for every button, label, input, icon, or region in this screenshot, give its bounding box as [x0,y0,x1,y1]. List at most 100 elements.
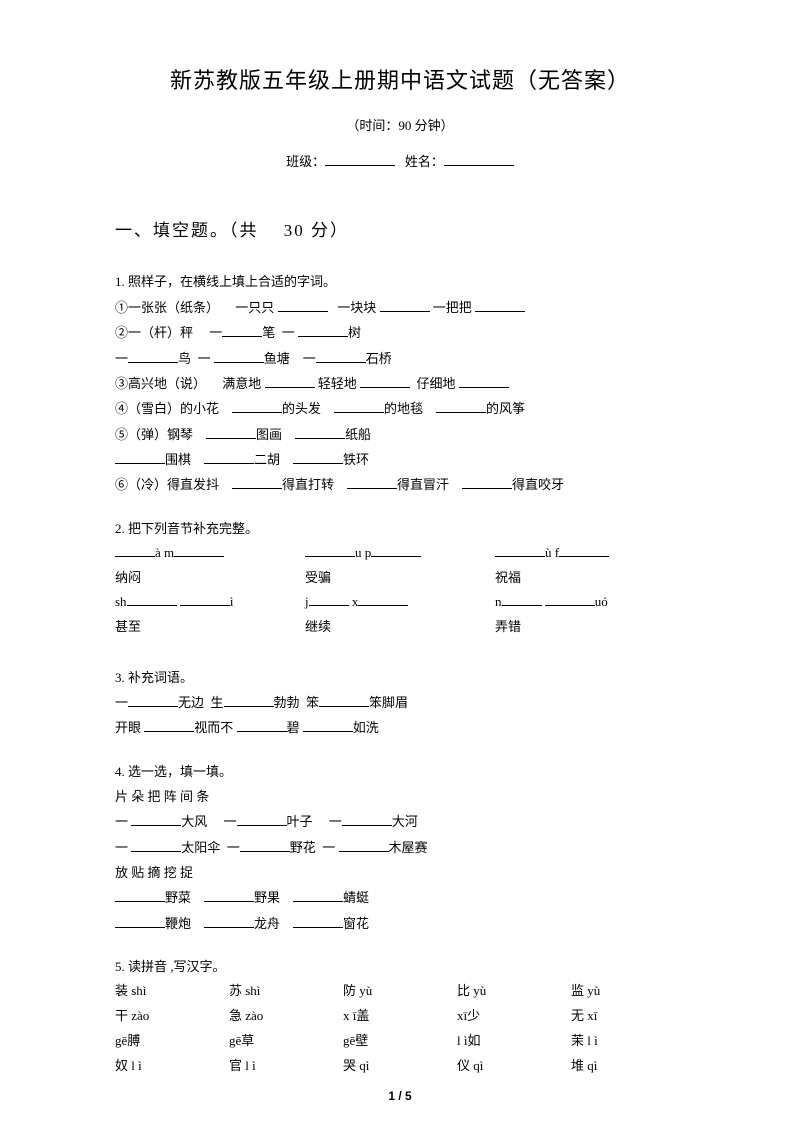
q4-l5a: 野菜 [165,890,204,905]
q2-r4c2: 继续 [305,615,495,640]
blank[interactable] [305,541,355,557]
q1-l5b: 的头发 [282,401,334,416]
blank[interactable] [174,541,224,557]
q1-l7c: 铁环 [343,452,369,467]
blank[interactable] [545,590,595,606]
q1-l7a: 围棋 [165,452,204,467]
q1-l5a: ④（雪白）的小花 [115,401,232,416]
blank[interactable] [303,716,353,732]
blank[interactable] [475,296,525,312]
q3-title: 3. 补充词语。 [115,665,685,690]
q1-l6c: 纸船 [345,427,371,442]
blank[interactable] [131,810,181,826]
q1-l2b: 笔 一 [262,325,295,340]
blank[interactable] [319,691,369,707]
blank[interactable] [293,448,343,464]
question-3: 3. 补充词语。 一无边 生勃勃 笨笨脚眉 开眼 视而不 碧 如洗 [115,665,685,741]
q2-r1c3: ù f [545,545,559,560]
q5-r2c1: 干 zào [115,1004,229,1029]
blank[interactable] [495,541,545,557]
page-number: 1 / 5 [0,1085,800,1108]
blank[interactable] [127,590,177,606]
q1-l4c: 仔细地 [417,376,456,391]
blank[interactable] [128,347,178,363]
blank[interactable] [237,810,287,826]
blank[interactable] [360,372,410,388]
blank[interactable] [316,347,366,363]
blank[interactable] [237,716,287,732]
q5-r4c2: 官 l ì [229,1054,343,1079]
q3-l2a: 开眼 [115,720,141,735]
blank[interactable] [295,423,345,439]
blank[interactable] [462,473,512,489]
blank[interactable] [115,886,165,902]
blank[interactable] [358,590,408,606]
q5-r1c4: 比 yù [457,979,571,1004]
blank[interactable] [232,473,282,489]
q5-r3c4: l ì如 [457,1029,571,1054]
blank[interactable] [293,886,343,902]
q1-l6b: 图画 [256,427,295,442]
q5-r4c3: 哭 qì [343,1054,457,1079]
blank[interactable] [224,691,274,707]
blank[interactable] [342,810,392,826]
q2-r3c3b: uó [595,594,608,609]
blank[interactable] [131,836,181,852]
blank[interactable] [380,296,430,312]
q5-r4c4: 仪 qì [457,1054,571,1079]
q1-l8b: 得直打转 [282,477,347,492]
q1-l1a: ①一张张（纸条） 一只只 [115,300,274,315]
q2-title: 2. 把下列音节补充完整。 [115,516,685,541]
blank[interactable] [204,448,254,464]
q1-l3b: 鸟 一 [178,351,211,366]
q2-r2c1: 纳闷 [115,566,305,591]
blank[interactable] [204,886,254,902]
blank[interactable] [128,691,178,707]
blank[interactable] [115,448,165,464]
q5-r1c1: 装 shì [115,979,229,1004]
blank[interactable] [115,541,155,557]
blank[interactable] [240,836,290,852]
q4-l3a: 一 [115,840,128,855]
q1-l3c: 鱼塘 一 [264,351,316,366]
q5-r3c1: gē膊 [115,1029,229,1054]
blank[interactable] [144,716,194,732]
blank[interactable] [115,912,165,928]
blank[interactable] [298,321,348,337]
q1-l4a: ③高兴地（说） 满意地 [115,376,261,391]
blank[interactable] [309,590,349,606]
q1-l3d: 石桥 [366,351,392,366]
class-blank[interactable] [325,150,395,166]
blank[interactable] [222,321,262,337]
blank[interactable] [559,541,609,557]
q1-l8a: ⑥（冷）得直发抖 [115,477,232,492]
q4-l2d: 大河 [392,814,418,829]
document-subtitle: （时间：90 分钟） [115,114,685,139]
name-label: 姓名： [405,154,444,169]
blank[interactable] [265,372,315,388]
q4-l4: 放 贴 摘 挖 捉 [115,860,685,885]
q1-l5c: 的地毯 [384,401,436,416]
question-5: 5. 读拼音 ,写汉字。 装 shì 苏 shì 防 yù 比 yù 监 yù … [115,954,685,1078]
q2-r3c1a: sh [115,594,127,609]
blank[interactable] [232,397,282,413]
blank[interactable] [334,397,384,413]
blank[interactable] [180,590,230,606]
blank[interactable] [214,347,264,363]
blank[interactable] [278,296,328,312]
q2-r3c1b: ì [230,594,234,609]
blank[interactable] [436,397,486,413]
blank[interactable] [293,912,343,928]
blank[interactable] [371,541,421,557]
blank[interactable] [347,473,397,489]
q1-l5d: 的风筝 [486,401,525,416]
blank[interactable] [502,590,542,606]
blank[interactable] [206,423,256,439]
blank[interactable] [339,836,389,852]
name-blank[interactable] [444,150,514,166]
q1-l4b: 轻轻地 [318,376,357,391]
blank[interactable] [204,912,254,928]
q3-l1a: 一 [115,695,128,710]
blank[interactable] [459,372,509,388]
q4-l3c: 野花 一 [290,840,336,855]
